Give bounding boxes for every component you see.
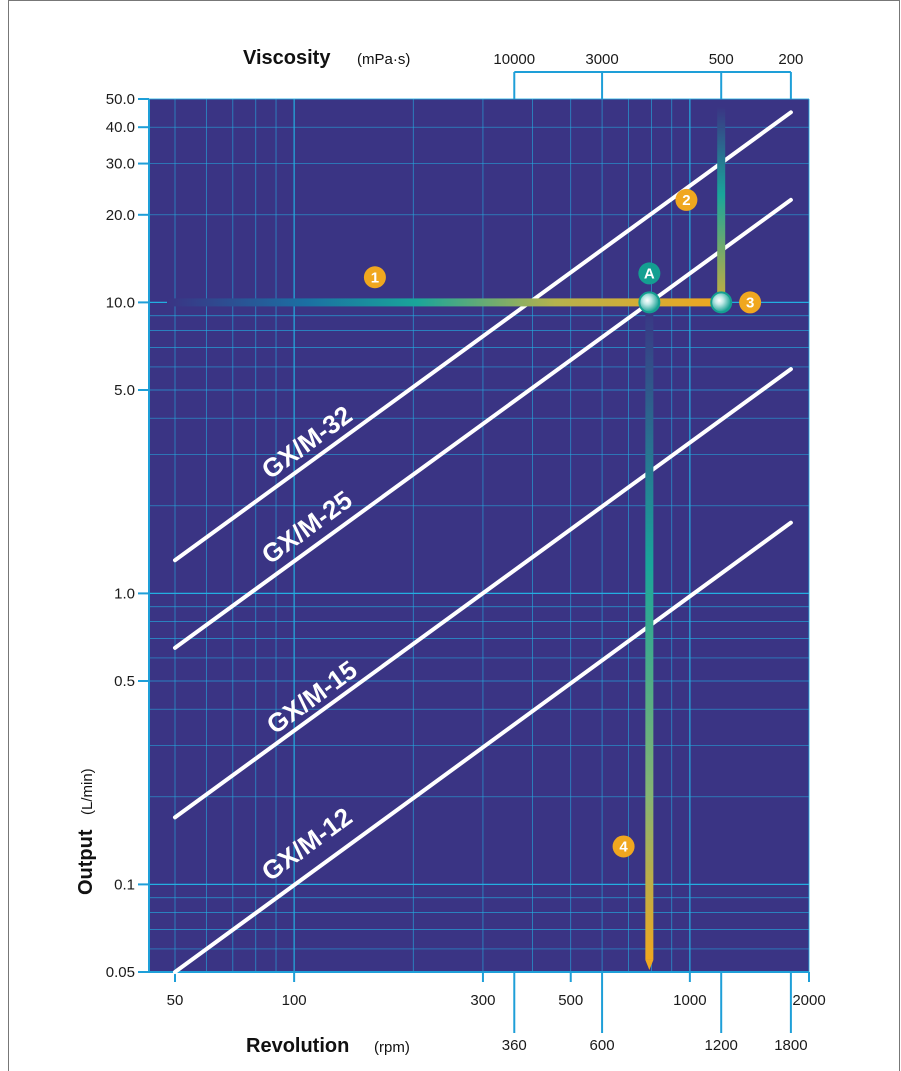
path-arrow-tip — [645, 959, 654, 970]
x-secondary-tick-label: 1200 — [705, 1037, 738, 1054]
axes: 0.05 0.1 0.5 1.0 5.0 10.0 20.0 30.0 40.0 50.0 50 10… — [106, 51, 826, 1054]
y-tick-label: 40.0 — [106, 119, 135, 136]
y-tick-label: 30.0 — [106, 156, 135, 173]
x-tick-label: 1000 — [673, 992, 706, 1009]
x-tick-label: 300 — [470, 992, 495, 1009]
series-line — [173, 197, 793, 650]
viscosity-axis-unit: (mPa·s) — [357, 51, 410, 68]
y-axis-title: Output — [75, 829, 97, 895]
step-badge — [739, 291, 762, 314]
viscosity-tick-label: 200 — [778, 51, 803, 68]
x-secondary-tick-label: 600 — [590, 1037, 615, 1054]
x-tick-label: 2000 — [792, 992, 825, 1009]
point-a-marker — [638, 291, 661, 314]
example-selection-path: A 1 2 3 4 — [167, 106, 762, 970]
viscosity-axis-title: Viscosity — [243, 47, 331, 69]
step-badge — [612, 835, 635, 858]
x-tick-label: 100 — [282, 992, 307, 1009]
x-secondary-tick-label: 1800 — [774, 1037, 807, 1054]
series-line — [173, 367, 793, 820]
point-3-marker — [710, 291, 733, 314]
y-axis-title-group: Output (L/min) — [75, 768, 97, 895]
y-tick-label: 50.0 — [106, 91, 135, 108]
series-line — [173, 520, 793, 974]
step-badge — [363, 266, 386, 289]
series-line — [173, 110, 793, 563]
plot-background — [149, 99, 809, 972]
y-tick-label: 10.0 — [106, 294, 135, 311]
path-vertical-output — [645, 302, 654, 960]
step-label: 3 — [746, 294, 754, 311]
viscosity-tick-label: 3000 — [585, 51, 618, 68]
step-badge — [675, 188, 698, 211]
viscosity-tick-label: 10000 — [493, 51, 535, 68]
y-tick-label: 20.0 — [106, 207, 135, 224]
y-tick-label: 5.0 — [114, 382, 135, 399]
step-label: 4 — [619, 838, 628, 855]
y-tick-label: 1.0 — [114, 585, 135, 602]
y-tick-label: 0.05 — [106, 964, 135, 981]
step-label: 1 — [371, 269, 379, 286]
y-tick-label: 0.1 — [114, 876, 135, 893]
figure-frame — [8, 0, 900, 1071]
point-a-label: A — [644, 265, 655, 282]
x-axis-unit: (rpm) — [374, 1039, 410, 1056]
point-a-badge — [638, 262, 661, 285]
x-tick-label: 500 — [558, 992, 583, 1009]
y-axis-unit: (L/min) — [79, 768, 96, 815]
x-tick-label: 50 — [167, 992, 184, 1009]
x-axis-title: Revolution — [246, 1035, 349, 1057]
path-horizontal — [167, 298, 722, 307]
series-lines — [173, 110, 793, 974]
y-tick-label: 0.5 — [114, 673, 135, 690]
step-label: 2 — [682, 192, 690, 209]
path-vertical-viscosity — [717, 106, 726, 303]
x-secondary-tick-label: 360 — [502, 1037, 527, 1054]
viscosity-tick-label: 500 — [709, 51, 734, 68]
